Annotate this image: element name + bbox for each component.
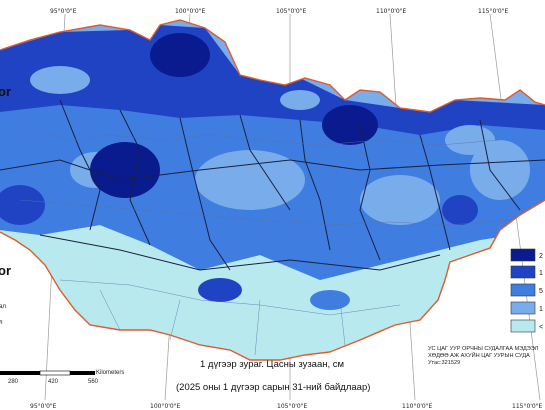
agency-credit: УС ЦАГ УУР ОРЧНЫ СУДАЛГАА МЭДЭЭЛ ХӨДӨӨ А… <box>428 346 539 366</box>
scalebar: Kilometers 280 420 560 <box>0 370 124 385</box>
soum-boundaries <box>19 129 511 356</box>
left-legend-fragments: or or ал л <box>0 84 11 326</box>
scalebar-tick: 420 <box>48 379 59 385</box>
agency-line: Утас:321529 <box>428 360 460 366</box>
left-title-fragment: or <box>0 84 11 99</box>
legend-swatch <box>510 248 536 262</box>
graticule-bottom-labels: 95°0'0"E 100°0'0"E 105°0'0"E 110°0'0"E 1… <box>30 403 542 410</box>
left-fragment: or <box>0 263 11 278</box>
graticule-label: 105°0'0"E <box>277 403 307 410</box>
scalebar-unit: Kilometers <box>96 370 124 376</box>
graticule-label: 95°0'0"E <box>30 403 57 410</box>
graticule-label: 95°0'0"E <box>50 8 77 15</box>
legend-label: 1 <box>539 270 543 277</box>
legend-label: < <box>539 324 543 331</box>
graticule-label: 115°0'0"E <box>512 403 542 410</box>
legend-label: 2 <box>539 253 543 260</box>
legend-swatch <box>510 283 536 297</box>
map-caption: 1 дүгээр зураг. Цасны зузаан, см (2025 о… <box>176 359 370 393</box>
left-small-fragment: л <box>0 320 3 326</box>
graticule-label: 115°0'0"E <box>478 8 508 15</box>
agency-line: ХӨДӨӨ АЖ АХУЙН ЦАГ УУРЫН СУДА <box>428 351 530 359</box>
graticule-label: 110°0'0"E <box>376 8 406 15</box>
legend-swatch <box>510 319 536 333</box>
graticule-label: 100°0'0"E <box>175 8 205 15</box>
agency-line: УС ЦАГ УУР ОРЧНЫ СУДАЛГАА МЭДЭЭЛ <box>428 346 539 352</box>
graticule-label: 110°0'0"E <box>402 403 432 410</box>
left-small-fragment: ал <box>0 304 6 310</box>
aimag-boundaries <box>0 99 545 271</box>
national-border <box>0 19 545 361</box>
legend: 2 1 5 1 < <box>510 248 543 333</box>
scalebar-tick: 280 <box>8 379 19 385</box>
legend-swatch <box>510 265 536 279</box>
graticule-label: 100°0'0"E <box>150 403 180 410</box>
legend-label: 1 <box>539 306 543 313</box>
legend-label: 5 <box>539 288 543 295</box>
caption-line-2: (2025 оны 1 дүгээр сарын 31-ний байдлаар… <box>176 382 370 393</box>
graticule-label: 105°0'0"E <box>276 8 306 15</box>
scalebar-tick: 560 <box>88 379 99 385</box>
caption-line-1: 1 дүгээр зураг. Цасны зузаан, см <box>200 359 344 370</box>
legend-swatch <box>510 301 536 315</box>
graticule-top-labels: 95°0'0"E 100°0'0"E 105°0'0"E 110°0'0"E 1… <box>50 8 508 15</box>
